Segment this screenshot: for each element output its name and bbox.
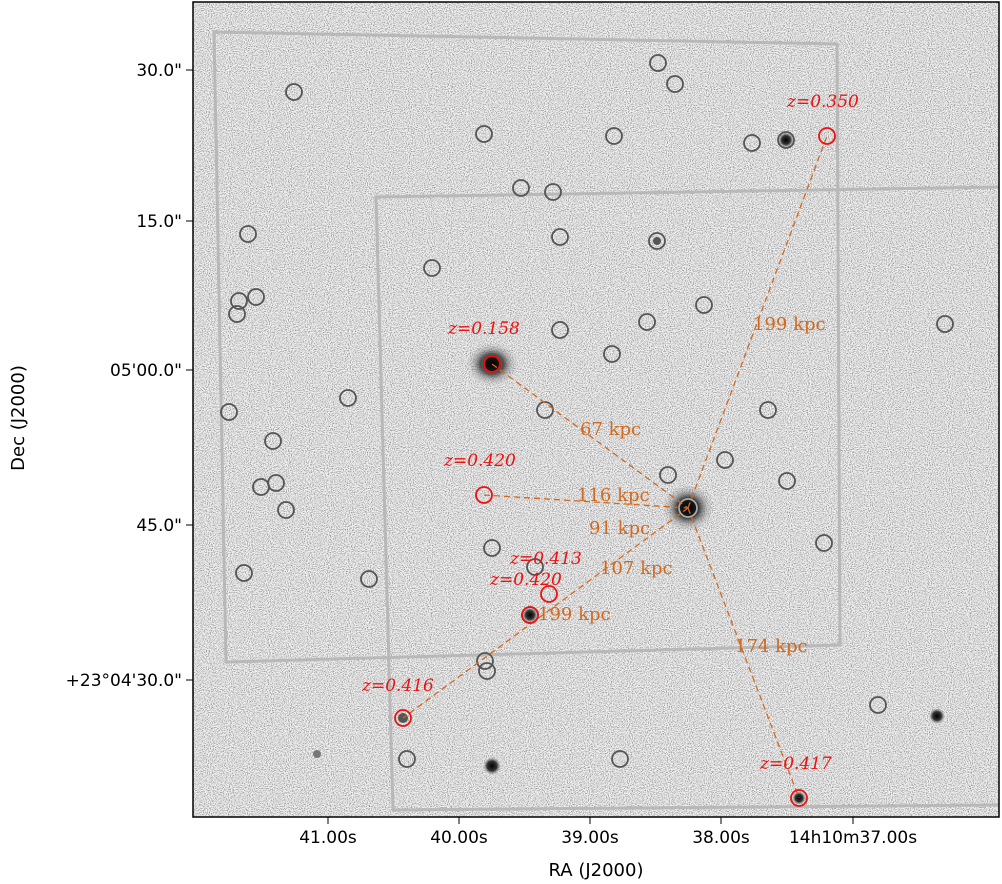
source-marker bbox=[743, 134, 761, 152]
star-4 bbox=[929, 708, 945, 724]
redshift-marker bbox=[540, 585, 558, 603]
source-marker bbox=[716, 451, 734, 469]
y-tick-label: +23°04'30.0" bbox=[66, 671, 182, 691]
source-marker bbox=[544, 183, 562, 201]
redshift-label: z=0.416 bbox=[361, 676, 434, 696]
source-marker bbox=[611, 750, 629, 768]
source-marker bbox=[603, 345, 621, 363]
redshift-label: z=0.420 bbox=[489, 570, 562, 590]
source-marker bbox=[252, 478, 270, 496]
separation-label: 91 kpc bbox=[589, 518, 650, 539]
star-8 bbox=[313, 750, 321, 758]
source-marker bbox=[666, 75, 684, 93]
source-marker bbox=[264, 432, 282, 450]
source-marker bbox=[777, 131, 795, 149]
redshift-marker bbox=[521, 606, 539, 624]
redshift-label: z=0.420 bbox=[443, 451, 516, 471]
source-marker bbox=[239, 225, 257, 243]
source-marker bbox=[536, 401, 554, 419]
source-marker bbox=[247, 288, 265, 306]
separation-line bbox=[483, 494, 689, 509]
source-marker bbox=[659, 466, 677, 484]
redshift-label: z=0.350 bbox=[786, 92, 859, 112]
source-marker bbox=[285, 83, 303, 101]
separation-line bbox=[687, 135, 828, 509]
star-6 bbox=[653, 237, 661, 245]
redshift-marker bbox=[818, 127, 836, 145]
source-marker bbox=[475, 125, 493, 143]
source-marker bbox=[339, 389, 357, 407]
source-marker bbox=[235, 564, 253, 582]
separation-label: 116 kpc bbox=[577, 485, 650, 506]
source-marker bbox=[551, 321, 569, 339]
redshift-label: z=0.417 bbox=[759, 754, 832, 774]
redshift-marker bbox=[790, 789, 808, 807]
source-markers bbox=[220, 54, 954, 768]
field-boundary-outer bbox=[212, 30, 842, 664]
source-marker bbox=[478, 662, 496, 680]
star-3 bbox=[483, 757, 501, 775]
source-marker bbox=[423, 259, 441, 277]
y-tick-label: 45.0" bbox=[136, 516, 182, 536]
separation-label: 199 kpc bbox=[538, 604, 611, 625]
y-tick-label: 30.0" bbox=[136, 61, 182, 81]
redshift-marker bbox=[475, 486, 493, 504]
redshift-marker bbox=[394, 709, 412, 727]
x-tick-label: 38.00s bbox=[692, 828, 750, 848]
separation-lines bbox=[402, 135, 828, 799]
source-marker bbox=[360, 570, 378, 588]
x-ticks bbox=[327, 817, 854, 824]
source-marker bbox=[695, 296, 713, 314]
source-marker bbox=[815, 534, 833, 552]
source-marker bbox=[605, 127, 623, 145]
separation-line bbox=[402, 507, 689, 719]
source-marker bbox=[648, 232, 666, 250]
separation-label: 199 kpc bbox=[753, 314, 826, 335]
x-tick-label: 40.00s bbox=[430, 828, 488, 848]
star-1 bbox=[778, 132, 794, 148]
y-tick-label: 05'00.0" bbox=[110, 361, 182, 381]
source-marker bbox=[638, 313, 656, 331]
redshift-label: z=0.413 bbox=[509, 549, 582, 569]
source-marker bbox=[512, 179, 530, 197]
y-tick-label: 15.0" bbox=[136, 212, 182, 232]
source-marker bbox=[228, 305, 246, 323]
separation-label: 107 kpc bbox=[600, 558, 673, 579]
source-marker bbox=[483, 539, 501, 557]
redshift-markers bbox=[394, 127, 836, 807]
source-marker bbox=[230, 292, 248, 310]
field-boundary-inner bbox=[374, 185, 999, 812]
y-axis-label: Dec (J2000) bbox=[8, 365, 29, 471]
separation-line bbox=[491, 363, 689, 509]
x-tick-label: 41.00s bbox=[299, 828, 357, 848]
source-marker bbox=[398, 750, 416, 768]
source-marker bbox=[220, 403, 238, 421]
source-marker bbox=[936, 315, 954, 333]
source-marker bbox=[476, 652, 494, 670]
separation-label: 174 kpc bbox=[735, 636, 808, 657]
separation-label: 67 kpc bbox=[580, 419, 641, 440]
redshift-label: z=0.158 bbox=[447, 319, 520, 339]
x-tick-label: 39.00s bbox=[561, 828, 619, 848]
y-ticks bbox=[186, 69, 193, 681]
sky-noise bbox=[193, 2, 999, 817]
x-axis-label: RA (J2000) bbox=[549, 860, 644, 881]
source-marker bbox=[869, 696, 887, 714]
source-marker bbox=[481, 353, 503, 375]
redshift-marker bbox=[483, 355, 501, 373]
source-marker bbox=[526, 558, 544, 576]
separation-line bbox=[687, 507, 800, 799]
source-marker bbox=[759, 401, 777, 419]
source-marker bbox=[778, 472, 796, 490]
source-marker bbox=[649, 54, 667, 72]
source-marker bbox=[551, 228, 569, 246]
x-tick-label: 14h10m37.00s bbox=[789, 828, 917, 848]
star-2 bbox=[522, 607, 538, 623]
plot-frame bbox=[192, 1, 1000, 818]
source-marker bbox=[277, 501, 295, 519]
